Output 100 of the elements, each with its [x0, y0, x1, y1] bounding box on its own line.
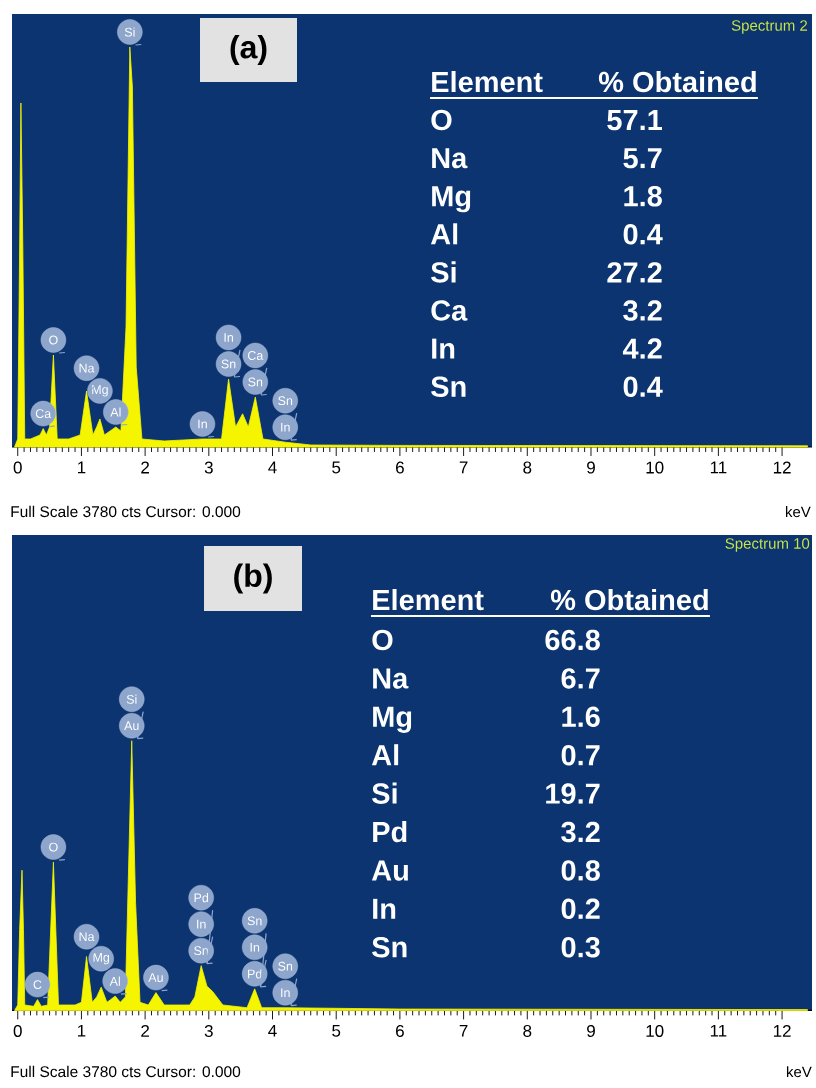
annotation: Ca	[431, 300, 468, 321]
annotation: 0.3	[561, 936, 600, 958]
annotation: Si	[124, 27, 135, 37]
chart-subtitle: Spectrum 10	[725, 538, 810, 552]
annotation: Al	[110, 407, 121, 417]
annotation: 3.2	[561, 821, 600, 843]
x-tick-label: 0	[13, 1024, 22, 1037]
annotation: Al	[430, 223, 458, 245]
annotation: Ca	[247, 351, 264, 360]
annotation: Mg	[432, 186, 471, 213]
x-tick-label: 8	[523, 1024, 532, 1037]
x-tick-label: 2	[141, 461, 149, 474]
text: 1.6	[562, 706, 600, 728]
annotation: 0.4	[623, 224, 663, 245]
x-tick-label: 7	[459, 1024, 468, 1037]
text: Full Scale 3780 cts Cursor: 0.000	[11, 505, 241, 518]
annotation: 27.2	[607, 262, 662, 283]
x-tick-label: 3	[204, 461, 213, 474]
x-tick-label: 5	[332, 461, 341, 474]
text: Na	[373, 668, 409, 689]
annotation: In	[198, 419, 207, 429]
annotation: Sn	[372, 936, 407, 958]
annotation: Al	[109, 976, 120, 986]
annotation: Sn	[431, 376, 466, 397]
annotation: 57.1	[607, 110, 663, 131]
annotation: 0.8	[561, 860, 600, 881]
annotation: Mg	[93, 953, 110, 965]
annotation: Au	[124, 721, 139, 731]
chart-subtitle: Spectrum 2	[731, 20, 808, 34]
annotation: Pd	[373, 820, 407, 843]
annotation: In	[250, 943, 260, 952]
annotation: 0.4	[623, 376, 663, 397]
annotation: Element	[432, 70, 543, 93]
x-tick-label: 11	[710, 461, 727, 474]
annotation: C	[33, 980, 42, 990]
annotation: In	[197, 919, 206, 929]
annotation: In	[373, 898, 396, 919]
x-tick-label: 6	[396, 461, 404, 474]
x-tick-label: 5	[332, 1024, 341, 1037]
annotation: Na	[432, 148, 468, 169]
annotation: Sn	[247, 916, 262, 926]
annotation: 0.2	[561, 898, 600, 920]
x-tick-label: 12	[773, 1024, 791, 1037]
annotation: Au	[371, 860, 408, 881]
annotation: O	[49, 335, 58, 345]
annotation: 19.7	[546, 783, 600, 804]
annotation: Sn	[221, 359, 236, 369]
x-tick-label: 8	[523, 461, 532, 474]
chart-title: (a)	[230, 35, 267, 65]
annotation: 1.8	[624, 185, 662, 207]
x-tick-label: 10	[646, 1024, 664, 1037]
x-tick-label: 2	[141, 1024, 149, 1037]
annotation: Si	[126, 694, 137, 704]
annotation: Au	[148, 973, 163, 982]
text: 6.7	[561, 668, 600, 689]
annotation: Na	[79, 932, 95, 942]
annotation: 0.7	[561, 744, 600, 766]
text: O	[372, 629, 393, 651]
x-tick-label: 1	[78, 1024, 86, 1037]
x-tick-label: 10	[646, 461, 664, 474]
annotation: In	[432, 338, 455, 359]
text: Element	[373, 588, 484, 611]
x-tick-label: 12	[773, 461, 791, 474]
annotation: Si	[431, 261, 456, 283]
x-tick-label: 1	[78, 461, 86, 474]
annotation: Ca	[35, 409, 52, 419]
annotation: Pd	[194, 893, 209, 903]
annotation: Si	[372, 782, 397, 804]
x-tick-label: 4	[268, 461, 277, 474]
annotation: Sn	[278, 396, 293, 406]
x-tick-label: 11	[710, 1024, 727, 1037]
x-tick-label: 4	[268, 1024, 277, 1037]
x-axis-title: keV	[785, 506, 811, 518]
annotation: % Obtained	[598, 70, 756, 93]
chart-title: (b)	[234, 563, 272, 594]
x-tick-label: 7	[459, 461, 468, 474]
text: Mg	[373, 706, 412, 733]
annotation: Mg	[92, 385, 108, 397]
annotation: In	[224, 333, 233, 342]
x-tick-label: 6	[396, 1024, 404, 1037]
x-tick-label: 0	[13, 461, 22, 474]
annotation: O	[431, 109, 452, 131]
annotation: Na	[79, 363, 95, 373]
x-tick-label: 3	[204, 1024, 213, 1037]
text: Full Scale 3780 cts Cursor: 0.000	[11, 1065, 241, 1078]
annotation: 4.2	[622, 338, 662, 359]
annotation: 3.2	[623, 300, 662, 321]
text: % Obtained	[550, 588, 708, 611]
annotation: Sn	[278, 961, 293, 971]
annotation: Sn	[194, 946, 209, 956]
x-tick-label: 9	[587, 461, 595, 474]
annotation: In	[281, 422, 290, 432]
annotation: Sn	[248, 377, 263, 387]
annotation: Pd	[248, 969, 262, 979]
annotation: O	[49, 842, 58, 852]
x-axis-title: keV	[786, 1066, 812, 1078]
annotation: 5.7	[623, 148, 662, 169]
annotation: Al	[371, 744, 399, 766]
text: 66.8	[545, 629, 600, 651]
x-tick-label: 9	[587, 1024, 595, 1037]
